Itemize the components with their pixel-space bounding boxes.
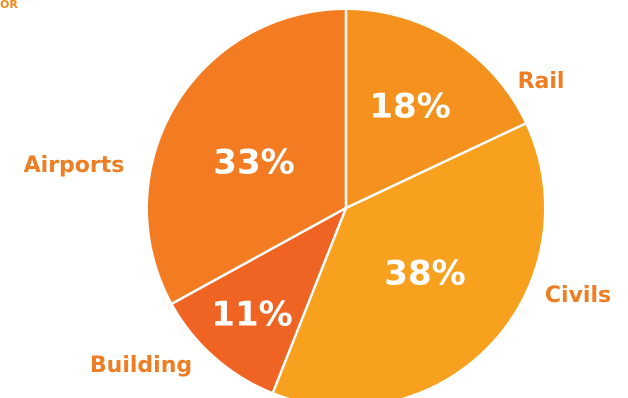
value-labels: 18% 38% 11% 33% [211, 87, 465, 335]
category-label-airports: Airports [24, 153, 125, 178]
value-label-airports: 33% [213, 143, 294, 183]
category-label-civils: Civils [545, 283, 611, 308]
category-label-building: Building [90, 353, 192, 378]
value-label-rail: 18% [369, 87, 450, 127]
corner-text-fragment: OR [0, 0, 18, 11]
pie-slice-rail [346, 10, 526, 208]
slice-divider [171, 206, 347, 305]
value-label-civils: 38% [384, 254, 465, 294]
category-label-rail: Rail [518, 69, 565, 94]
pie-slices [147, 10, 544, 398]
slice-divider [345, 122, 526, 210]
pie-slice-civils [273, 123, 544, 398]
pie-slice-airports [147, 10, 346, 304]
value-label-building: 11% [211, 295, 292, 335]
slice-divider [271, 207, 348, 393]
pie-slice-building [172, 208, 346, 393]
category-labels: Rail Civils Building Airports [24, 69, 611, 378]
slice-dividers [171, 10, 526, 393]
